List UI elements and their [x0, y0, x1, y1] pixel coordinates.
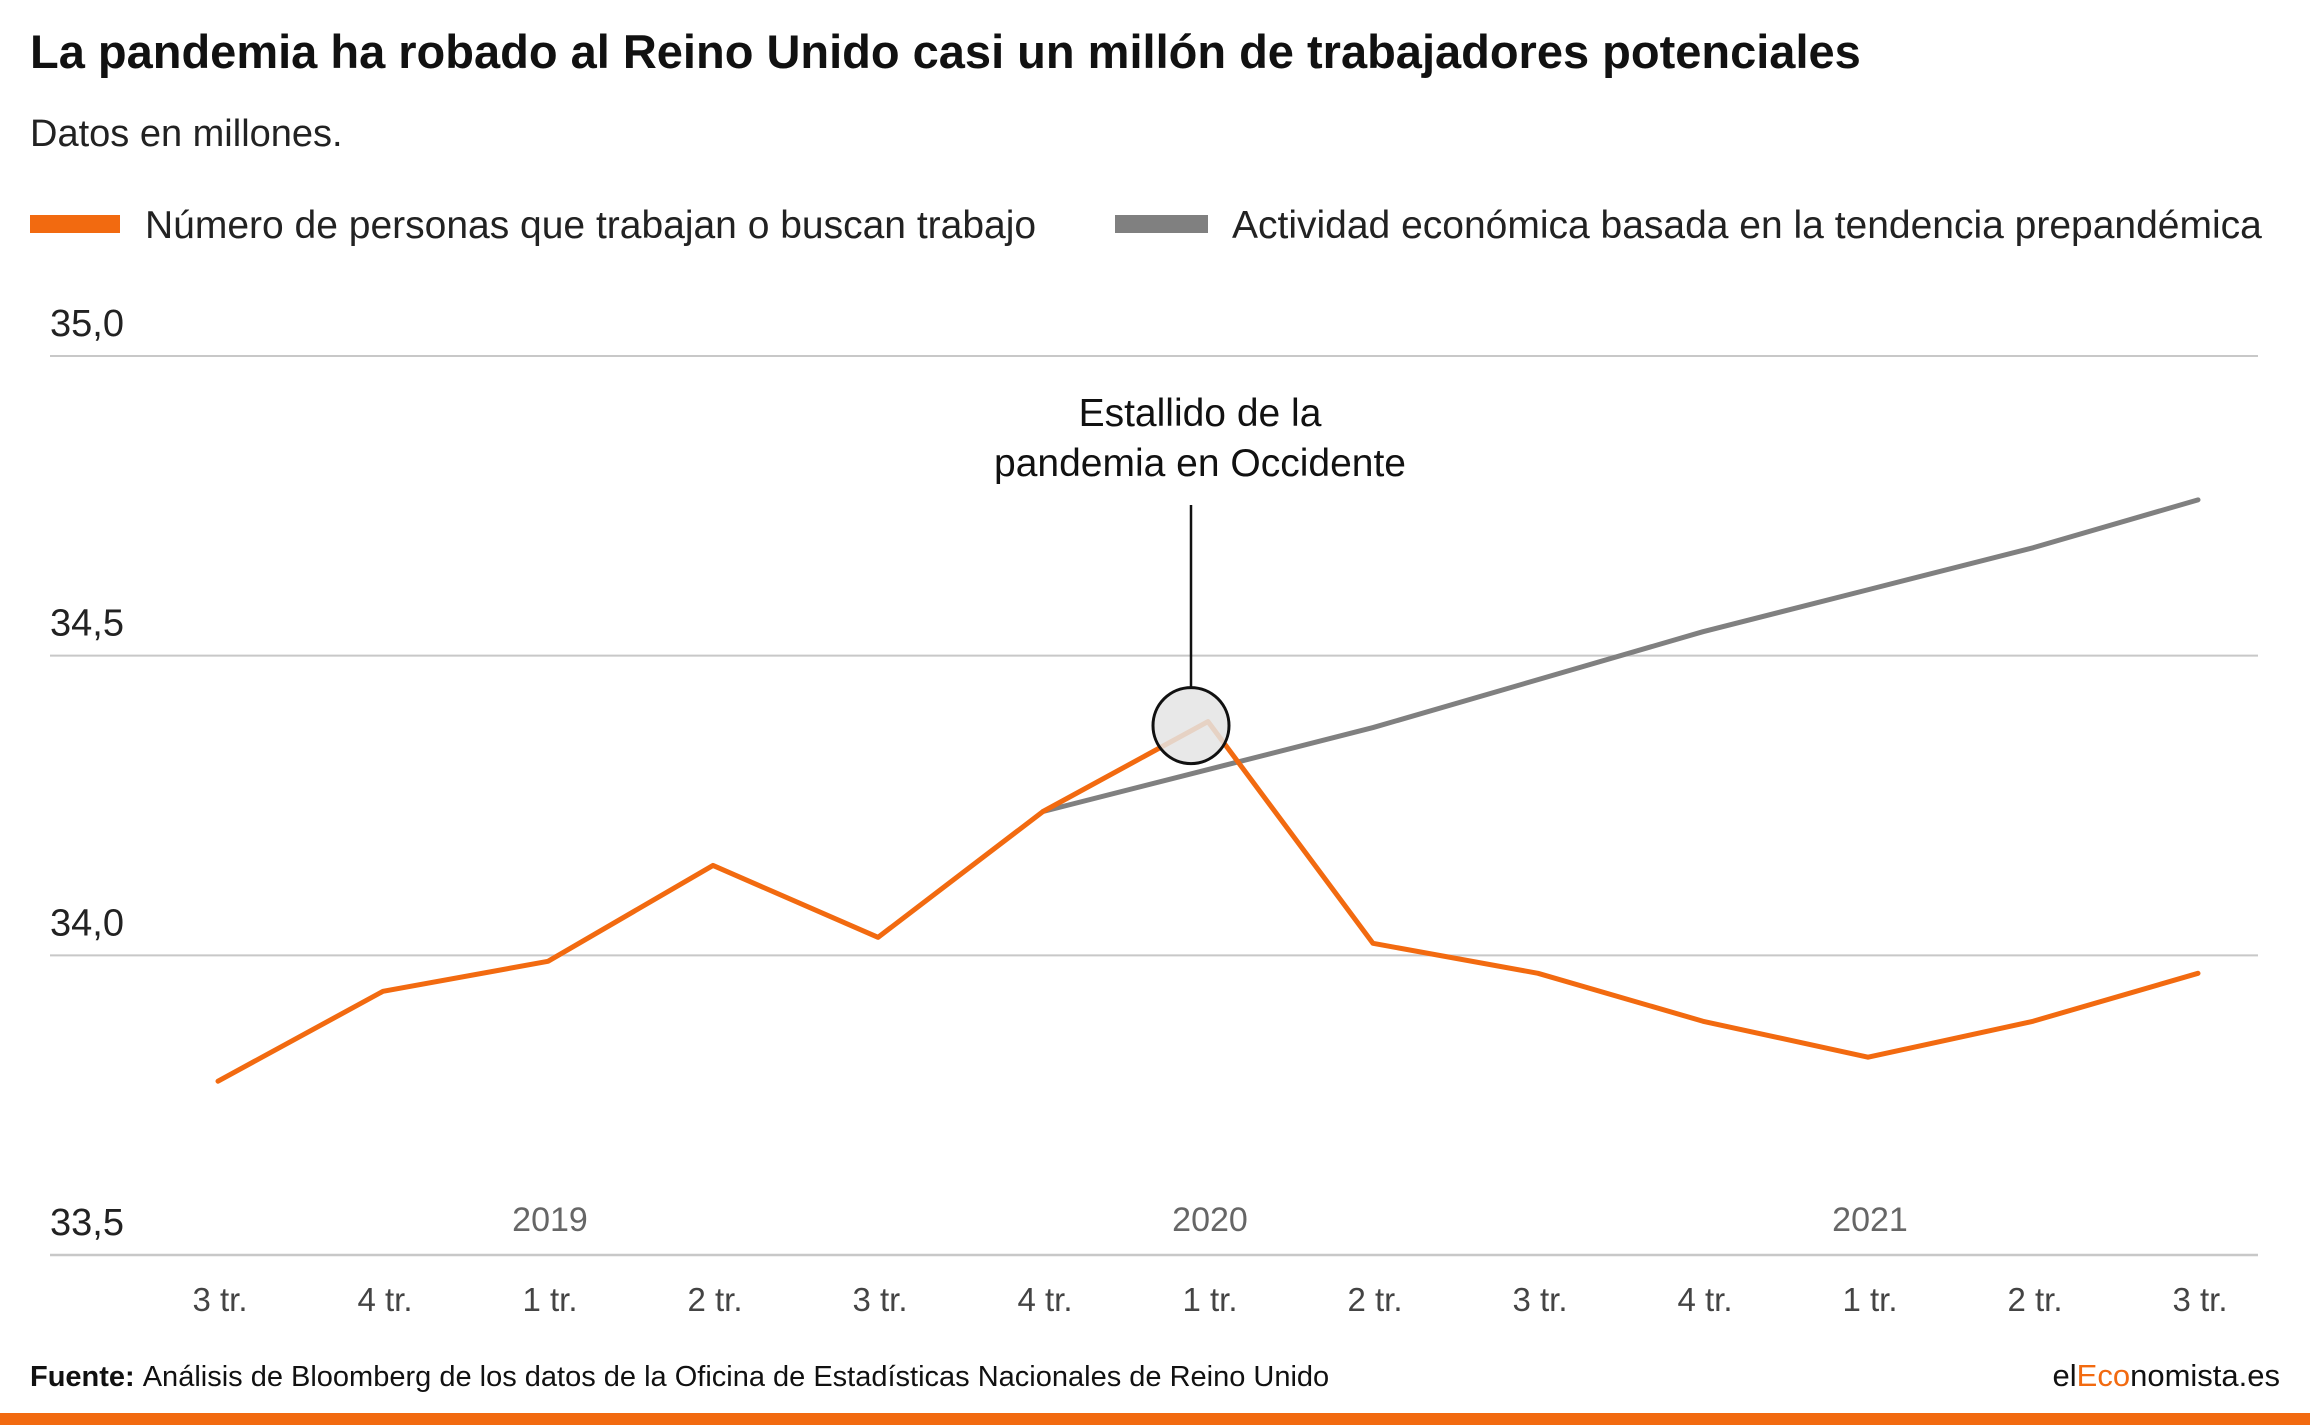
brand-logo[interactable]: elEconomista.es [2053, 1358, 2280, 1393]
source-label: Fuente: [30, 1361, 135, 1393]
brand-suffix: nomista.es [2130, 1358, 2280, 1393]
y-tick-label: 33,5 [50, 1202, 124, 1244]
y-axis-ticks: 33,5 34,0 34,5 35,0 [50, 303, 124, 1244]
brand-prefix: el [2053, 1358, 2077, 1393]
y-tick-label: 35,0 [50, 303, 124, 345]
year-label: 2020 [1172, 1201, 1248, 1239]
bottom-accent-bar [0, 1413, 2310, 1425]
brand-highlight: Eco [2077, 1358, 2130, 1393]
annotation-text-line: pandemia en Occidente [994, 442, 1406, 485]
gridlines [50, 355, 2258, 1257]
series-lines [215, 497, 2201, 1084]
annotation-text-line: Estallido de la [1079, 392, 1322, 435]
y-tick-label: 34,5 [50, 603, 124, 645]
year-labels: 2019 2020 2021 [512, 1201, 1908, 1239]
annotation-marker [1151, 686, 1231, 766]
x-tick-label: 4 tr. [1677, 1281, 1732, 1318]
legend-label-workforce: Número de personas que trabajan o buscan… [145, 204, 1036, 247]
x-tick-label: 1 tr. [1842, 1281, 1897, 1318]
x-tick-label: 2 tr. [2007, 1281, 2062, 1318]
x-tick-label: 2 tr. [687, 1281, 742, 1318]
x-tick-label: 3 tr. [1512, 1281, 1567, 1318]
source-note: Fuente: Análisis de Bloomberg de los dato… [30, 1361, 1329, 1393]
legend-swatch-workforce [30, 215, 120, 233]
y-tick-label: 34,0 [50, 902, 124, 944]
x-tick-label: 3 tr. [2172, 1281, 2227, 1318]
chart-subtitle: Datos en millones. [30, 113, 343, 155]
year-label: 2019 [512, 1201, 588, 1239]
year-label: 2021 [1832, 1201, 1908, 1239]
series-line-workforce [215, 719, 2201, 1084]
source-text: Análisis de Bloomberg de los datos de la… [143, 1361, 1329, 1393]
x-tick-label: 1 tr. [1182, 1281, 1237, 1318]
legend-label-trend: Actividad económica basada en la tendenc… [1232, 204, 2262, 247]
x-tick-label: 1 tr. [522, 1281, 577, 1318]
chart-title: La pandemia ha robado al Reino Unido cas… [30, 25, 1861, 78]
x-tick-label: 4 tr. [1017, 1281, 1072, 1318]
legend: Número de personas que trabajan o buscan… [30, 204, 2262, 247]
annotation: Estallido de la pandemia en Occidente [994, 392, 1406, 766]
x-tick-label: 2 tr. [1347, 1281, 1402, 1318]
x-tick-label: 3 tr. [192, 1281, 247, 1318]
x-tick-label: 3 tr. [852, 1281, 907, 1318]
x-tick-label: 4 tr. [357, 1281, 412, 1318]
x-axis-ticks: 3 tr. 4 tr. 1 tr. 2 tr. 3 tr. 4 tr. 1 tr. 2 tr.… [192, 1281, 2227, 1318]
legend-swatch-trend [1115, 215, 1208, 233]
